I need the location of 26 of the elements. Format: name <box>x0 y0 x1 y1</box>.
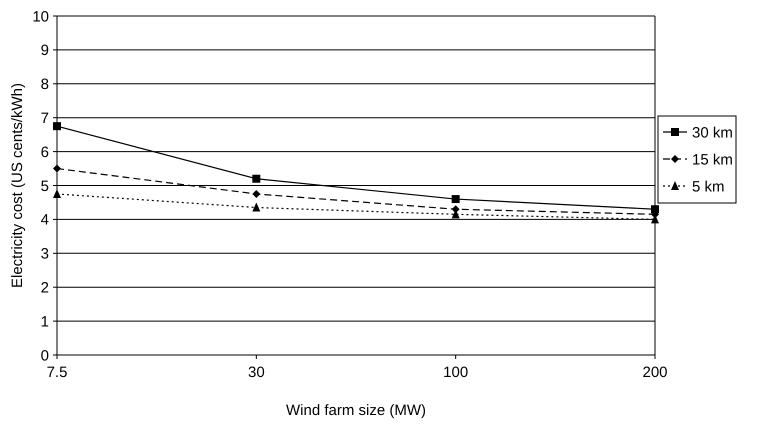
point <box>252 174 260 183</box>
x-tick-label: 30 <box>248 364 265 381</box>
y-tick-label: 9 <box>40 42 49 60</box>
y-tick-label: 6 <box>40 144 49 161</box>
x-axis-title: Wind farm size (MW) <box>286 402 426 419</box>
y-tick-label: 7 <box>40 110 49 127</box>
y-tick-label: 10 <box>32 8 49 26</box>
x-tick-label: 200 <box>642 364 668 381</box>
point <box>53 122 61 130</box>
point <box>53 164 61 173</box>
x-tick-label: 100 <box>443 364 468 381</box>
legend-label: 30 km <box>692 124 733 142</box>
legend-label: 5 km <box>692 178 725 196</box>
y-tick-label: 1 <box>40 313 49 330</box>
y-tick-label: 0 <box>40 347 49 364</box>
point <box>252 190 260 198</box>
y-tick-label: 3 <box>40 246 49 263</box>
y-tick-label: 8 <box>40 76 49 94</box>
point <box>452 195 460 204</box>
y-tick-label: 5 <box>40 178 49 195</box>
y-axis-title: Electricity cost (US cents/kWh) <box>9 82 26 288</box>
legend-label: 15 km <box>692 151 733 168</box>
x-tick-label: 7.5 <box>46 364 68 381</box>
point <box>252 202 260 212</box>
y-tick-label: 4 <box>40 212 49 229</box>
y-tick-label: 2 <box>40 279 49 296</box>
